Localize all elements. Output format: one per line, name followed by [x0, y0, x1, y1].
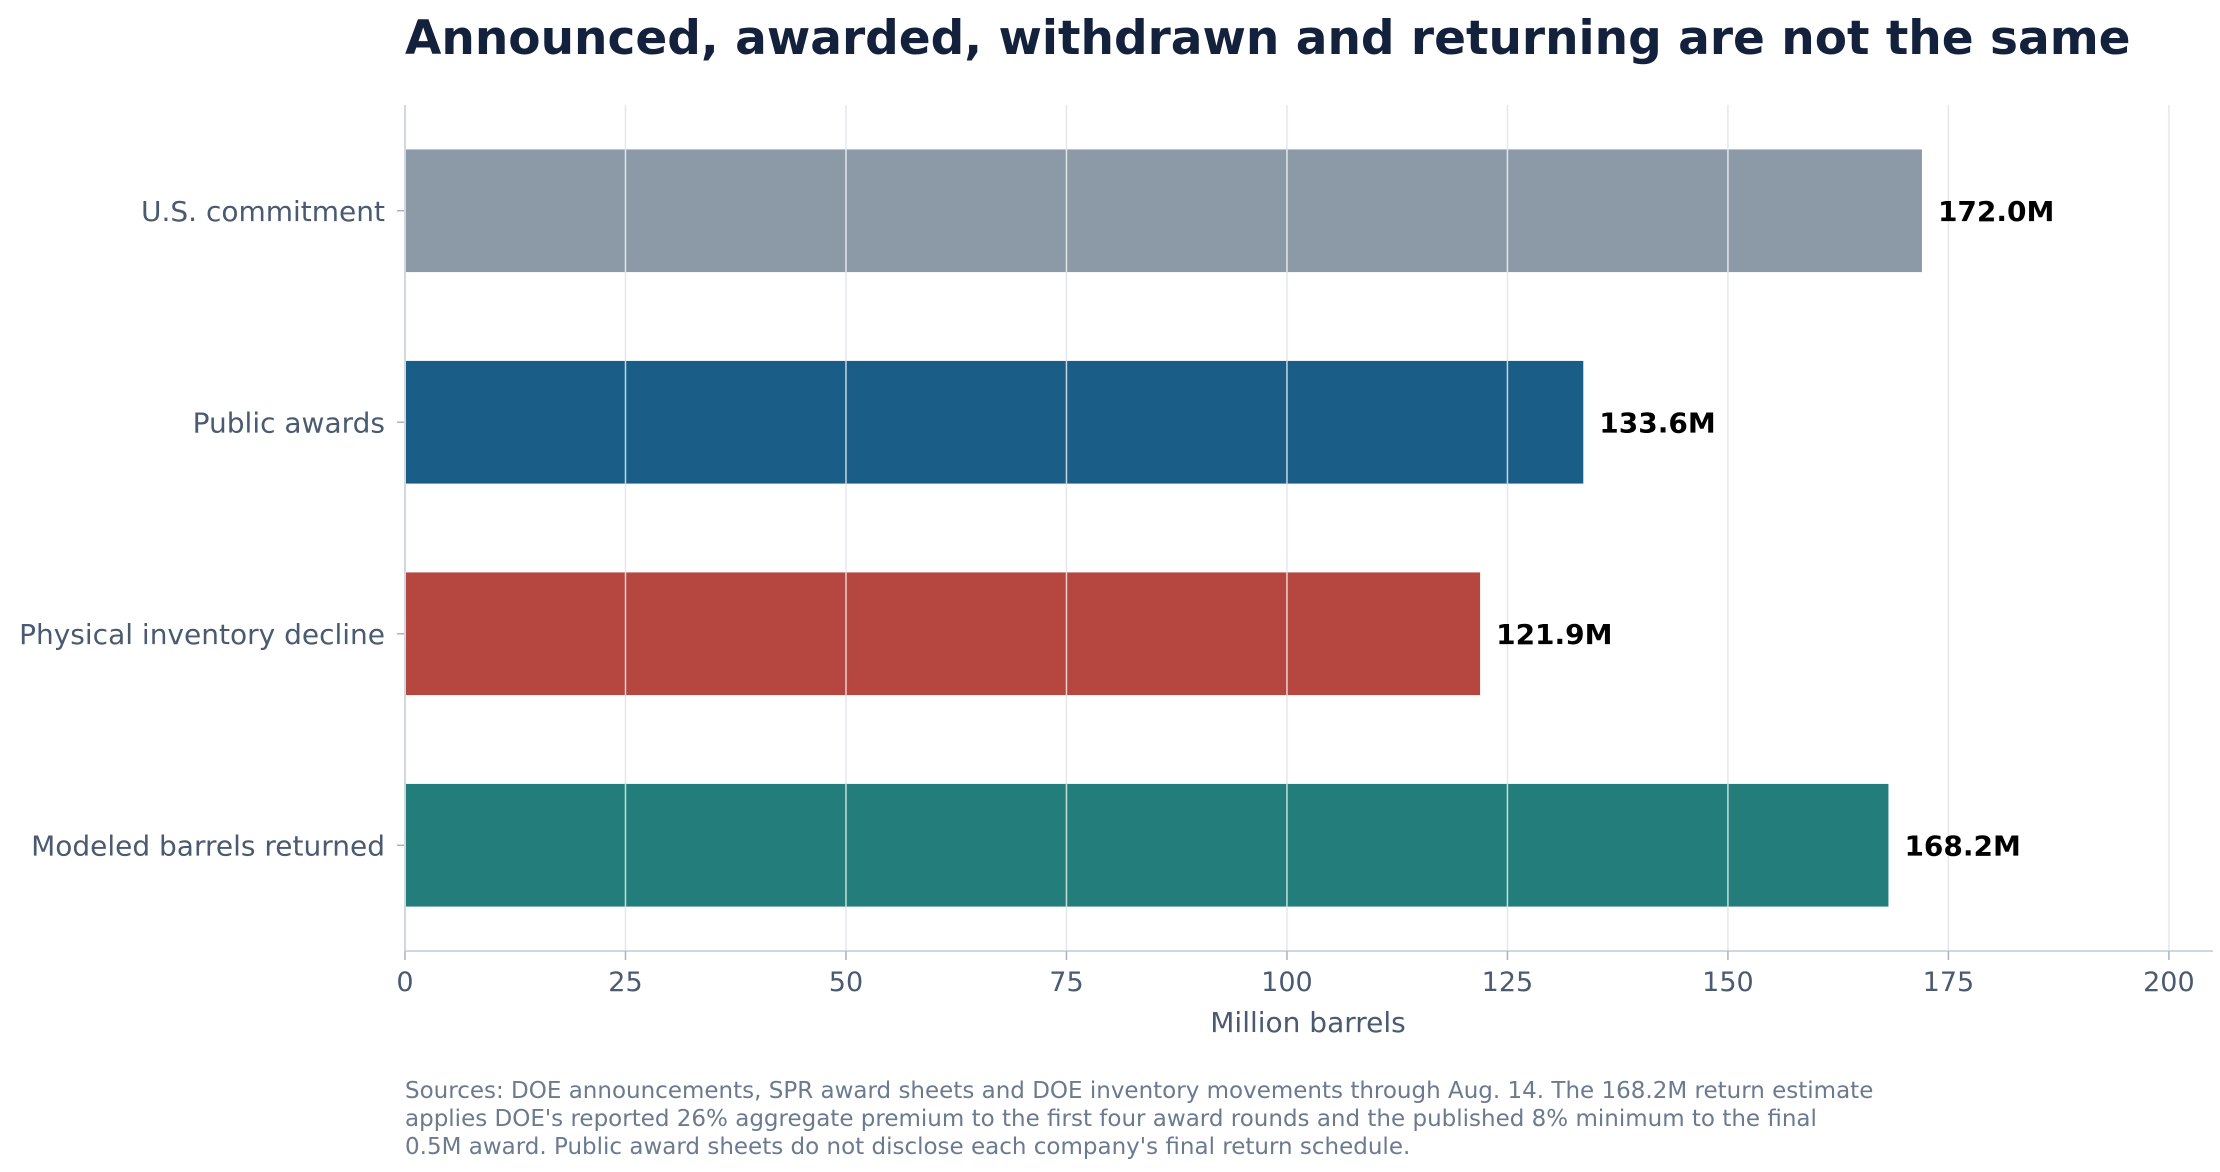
category-label: Modeled barrels returned	[31, 829, 385, 862]
source-note-line: 0.5M award. Public award sheets do not d…	[405, 1134, 1410, 1160]
x-tick-label: 200	[2143, 967, 2195, 998]
bar-value-label: 133.6M	[1599, 406, 1715, 439]
bar	[405, 149, 1922, 273]
x-axis-title: Million barrels	[1210, 1006, 1406, 1039]
axes: U.S. commitment Public awards Physical inv…	[19, 105, 2213, 998]
x-tick-label: 50	[829, 967, 863, 998]
source-note-line: Sources: DOE announcements, SPR award sh…	[405, 1078, 1873, 1104]
category-label: U.S. commitment	[141, 195, 385, 228]
category-label: Physical inventory decline	[19, 618, 385, 651]
bar	[405, 360, 1584, 484]
bars: 172.0M 133.6M 121.9M 168.2M	[405, 149, 2054, 907]
x-tick-label: 125	[1482, 967, 1534, 998]
x-tick-label: 150	[1702, 967, 1754, 998]
bar	[405, 783, 1889, 907]
bar-value-label: 121.9M	[1496, 618, 1612, 651]
bar-value-label: 168.2M	[1904, 829, 2020, 862]
x-tick-label: 0	[396, 967, 413, 998]
bar-value-label: 172.0M	[1938, 195, 2054, 228]
x-tick-label: 100	[1261, 967, 1313, 998]
category-label: Public awards	[193, 406, 385, 439]
x-tick-label: 75	[1049, 967, 1083, 998]
x-tick-label: 25	[608, 967, 642, 998]
source-note: Sources: DOE announcements, SPR award sh…	[405, 1078, 1873, 1160]
x-tick-label: 175	[1923, 967, 1975, 998]
chart-title: Announced, awarded, withdrawn and return…	[405, 11, 2131, 66]
source-note-line: applies DOE's reported 26% aggregate pre…	[405, 1106, 1817, 1132]
bar	[405, 572, 1481, 696]
